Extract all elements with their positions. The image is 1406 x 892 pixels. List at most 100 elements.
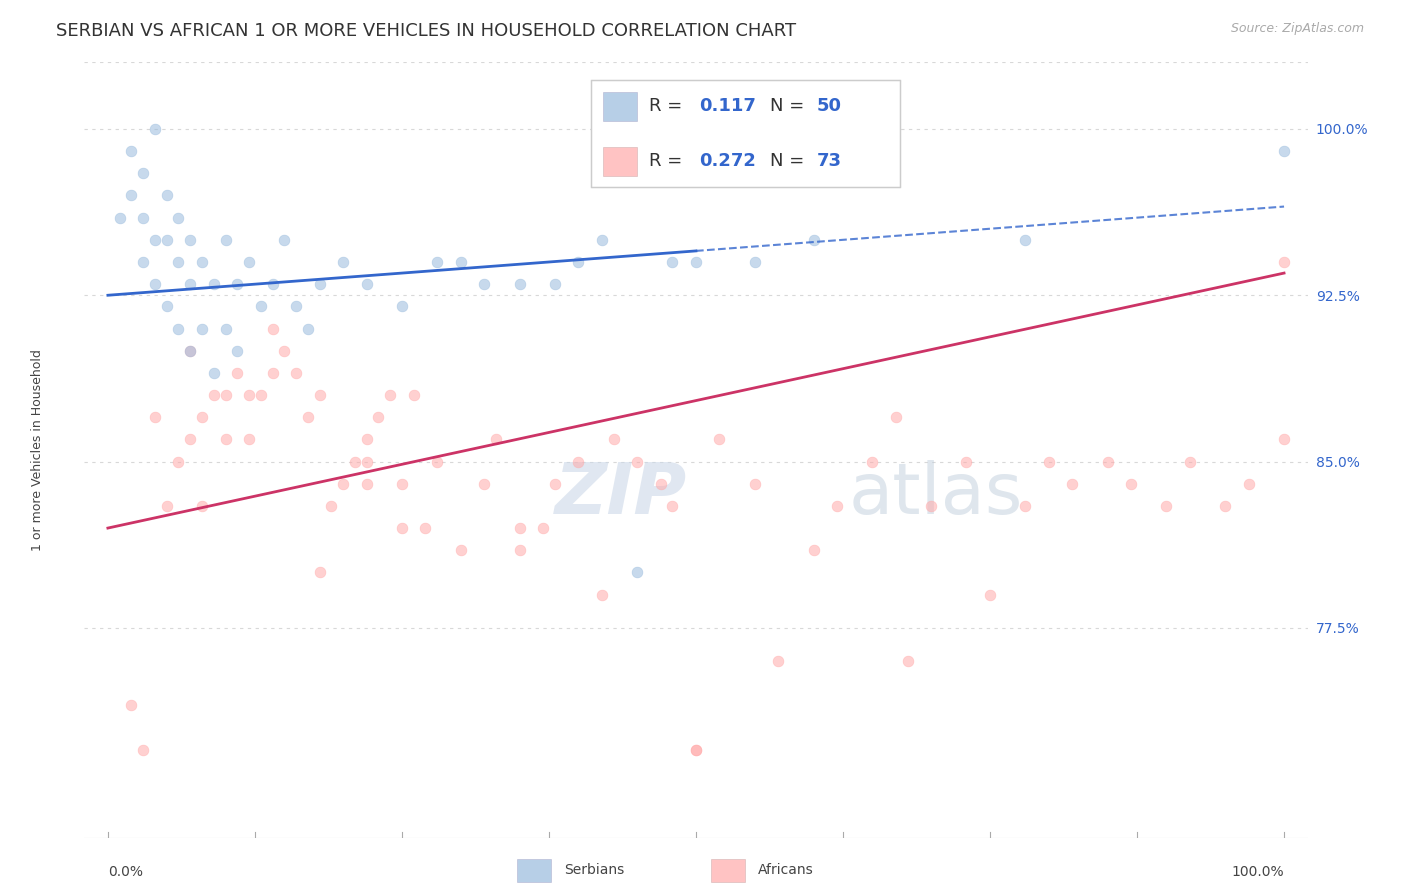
- Text: R =: R =: [650, 97, 689, 115]
- Point: [803, 543, 825, 558]
- Text: 1 or more Vehicles in Household: 1 or more Vehicles in Household: [31, 350, 44, 551]
- Point: [685, 743, 707, 757]
- Point: [685, 743, 707, 757]
- Point: [202, 366, 225, 380]
- Text: 0.0%: 0.0%: [108, 865, 143, 880]
- Point: [308, 388, 330, 402]
- Point: [143, 122, 166, 136]
- Point: [884, 410, 907, 425]
- Text: ZIP: ZIP: [555, 460, 688, 529]
- Point: [472, 277, 495, 292]
- Point: [179, 233, 201, 247]
- Point: [897, 654, 920, 668]
- Point: [661, 255, 683, 269]
- Point: [273, 343, 295, 358]
- Point: [132, 255, 155, 269]
- Point: [661, 499, 683, 513]
- Point: [132, 743, 155, 757]
- Bar: [603, 92, 637, 121]
- Point: [485, 433, 508, 447]
- Text: atlas: atlas: [849, 460, 1024, 529]
- Point: [626, 566, 648, 580]
- Text: 50: 50: [817, 97, 841, 115]
- Point: [156, 233, 179, 247]
- Point: [167, 255, 190, 269]
- Point: [262, 321, 284, 335]
- Point: [472, 476, 495, 491]
- Point: [167, 454, 190, 468]
- Point: [308, 566, 330, 580]
- Point: [179, 277, 201, 292]
- Point: [415, 521, 437, 535]
- Point: [143, 277, 166, 292]
- Point: [744, 476, 766, 491]
- Point: [1062, 476, 1084, 491]
- Point: [920, 499, 942, 513]
- Point: [1272, 433, 1295, 447]
- Point: [321, 499, 343, 513]
- Point: [202, 388, 225, 402]
- Point: [591, 588, 613, 602]
- Point: [143, 233, 166, 247]
- Point: [343, 454, 366, 468]
- Point: [768, 654, 790, 668]
- Point: [1272, 255, 1295, 269]
- Point: [226, 343, 249, 358]
- Point: [332, 255, 354, 269]
- Point: [825, 499, 848, 513]
- Text: R =: R =: [650, 152, 689, 169]
- Point: [120, 188, 142, 202]
- Point: [214, 433, 236, 447]
- Point: [179, 343, 201, 358]
- Point: [1237, 476, 1260, 491]
- Point: [262, 277, 284, 292]
- Point: [1014, 499, 1036, 513]
- Point: [191, 410, 214, 425]
- Point: [567, 255, 589, 269]
- Point: [402, 388, 425, 402]
- Point: [356, 454, 378, 468]
- Point: [1038, 454, 1060, 468]
- Text: 73: 73: [817, 152, 841, 169]
- Point: [297, 321, 319, 335]
- Point: [685, 255, 707, 269]
- Point: [531, 521, 554, 535]
- Point: [1178, 454, 1201, 468]
- Point: [120, 144, 142, 158]
- Point: [450, 543, 472, 558]
- Point: [544, 277, 567, 292]
- Point: [156, 499, 179, 513]
- Point: [226, 366, 249, 380]
- Point: [426, 454, 449, 468]
- Text: 0.117: 0.117: [699, 97, 755, 115]
- Point: [238, 433, 260, 447]
- Point: [226, 277, 249, 292]
- Point: [650, 476, 672, 491]
- Text: Africans: Africans: [758, 863, 814, 877]
- Point: [602, 433, 624, 447]
- Point: [860, 454, 883, 468]
- Point: [214, 388, 236, 402]
- Point: [979, 588, 1001, 602]
- Point: [297, 410, 319, 425]
- Point: [803, 233, 825, 247]
- Point: [509, 277, 531, 292]
- Point: [108, 211, 131, 225]
- Point: [1097, 454, 1119, 468]
- Point: [1014, 233, 1036, 247]
- Point: [285, 299, 308, 313]
- Text: N =: N =: [770, 97, 810, 115]
- Point: [191, 499, 214, 513]
- Text: SERBIAN VS AFRICAN 1 OR MORE VEHICLES IN HOUSEHOLD CORRELATION CHART: SERBIAN VS AFRICAN 1 OR MORE VEHICLES IN…: [56, 22, 796, 40]
- Text: Source: ZipAtlas.com: Source: ZipAtlas.com: [1230, 22, 1364, 36]
- Point: [356, 476, 378, 491]
- Point: [332, 476, 354, 491]
- Text: Serbians: Serbians: [564, 863, 624, 877]
- Point: [191, 321, 214, 335]
- Point: [1121, 476, 1143, 491]
- Point: [591, 233, 613, 247]
- Text: 100.0%: 100.0%: [1232, 865, 1284, 880]
- Point: [1272, 144, 1295, 158]
- Point: [167, 211, 190, 225]
- Point: [509, 521, 531, 535]
